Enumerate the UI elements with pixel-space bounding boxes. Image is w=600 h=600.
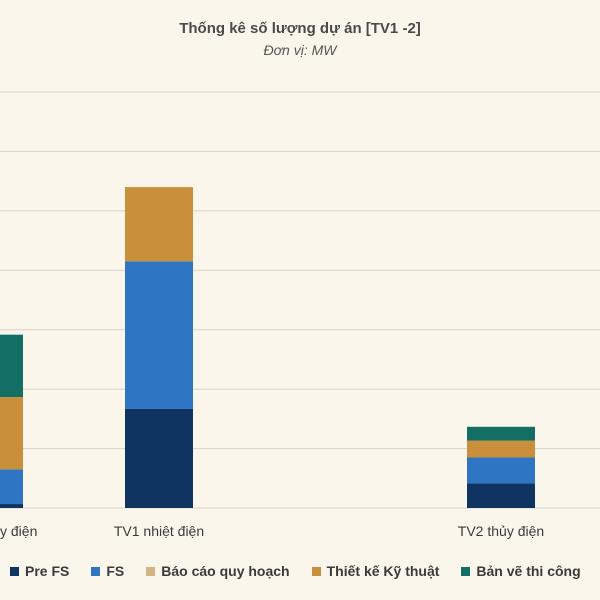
legend-item: Bản vẽ thi công	[461, 563, 581, 579]
chart-title: Thống kê số lượng dự án [TV1 -2]	[179, 20, 421, 37]
legend-item: Pre FS	[10, 563, 69, 579]
bar-segment	[467, 457, 535, 484]
legend-label: Báo cáo quy hoạch	[161, 563, 290, 579]
bar-segment	[125, 187, 193, 262]
gridlines	[0, 91, 600, 450]
x-tick-label: y điện	[0, 523, 37, 539]
legend-swatch	[461, 566, 471, 576]
legend-label: FS	[106, 563, 125, 579]
legend-label: Thiết kế Kỹ thuật	[326, 563, 440, 579]
x-tick-label: TV2 thủy điện	[458, 523, 544, 539]
legend-swatch	[311, 566, 321, 576]
x-tick-label: TV1 nhiệt điện	[114, 523, 204, 539]
legend-label: Bản vẽ thi công	[476, 563, 581, 579]
x-axis-labels: y điện TV1 nhiệt điện TV2 thủy điện	[0, 523, 544, 539]
bar-segment	[467, 426, 535, 441]
chart-legend: Pre FS FS Báo cáo quy hoạch Thiết kế Kỹ thu…	[10, 561, 600, 581]
bar-segment	[125, 261, 193, 409]
bar-segment	[0, 334, 23, 398]
chart-subtitle: Đơn vị: MW	[263, 42, 337, 58]
legend-label: Pre FS	[25, 563, 70, 579]
legend-swatch	[146, 566, 156, 576]
bar-segment	[0, 397, 23, 470]
legend-item: Thiết kế Kỹ thuật	[311, 563, 440, 579]
bar-segment	[0, 469, 23, 505]
bar-group	[0, 187, 535, 508]
bar-segment	[125, 408, 193, 508]
legend-swatch	[91, 566, 101, 576]
legend-item: FS	[91, 563, 124, 579]
legend-item: Báo cáo quy hoạch	[146, 563, 290, 579]
bar-segment	[467, 440, 535, 458]
legend-swatch	[10, 566, 19, 576]
bar-segment	[467, 483, 535, 508]
bar-segment	[0, 504, 23, 508]
